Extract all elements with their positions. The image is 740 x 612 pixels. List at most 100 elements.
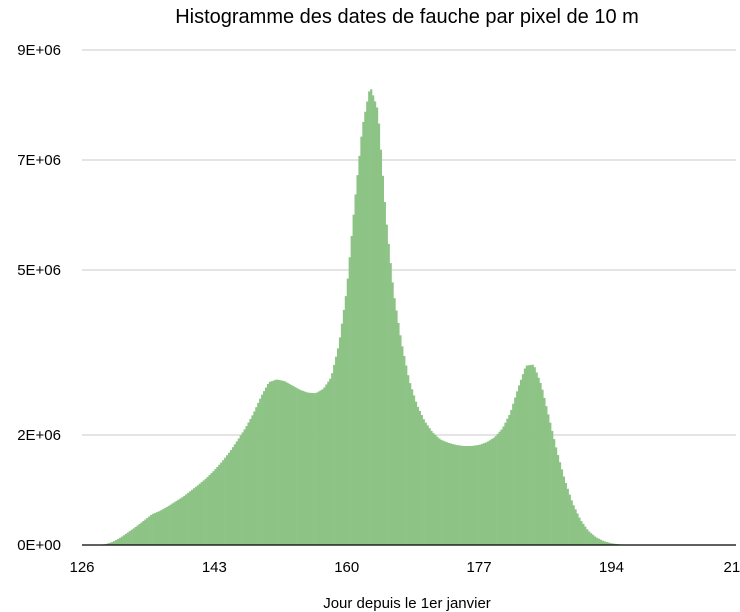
histogram-bar bbox=[331, 373, 334, 546]
histogram-bar bbox=[502, 426, 505, 545]
histogram-bar bbox=[264, 387, 268, 545]
histogram-bar bbox=[356, 175, 359, 546]
histogram-bar bbox=[300, 390, 303, 545]
histogram-bar bbox=[428, 428, 431, 546]
histogram-bar bbox=[132, 528, 135, 545]
histogram-bar bbox=[490, 439, 493, 545]
histogram-bar bbox=[115, 540, 118, 545]
histogram-bar bbox=[510, 409, 513, 545]
histogram-bar bbox=[354, 194, 357, 546]
histogram-bar bbox=[309, 392, 312, 545]
histogram-bar bbox=[445, 442, 449, 545]
histogram-bar bbox=[150, 514, 153, 545]
histogram-bar bbox=[270, 381, 274, 545]
histogram-bar bbox=[566, 488, 569, 545]
histogram-bar bbox=[210, 473, 213, 545]
histogram-bar bbox=[118, 537, 122, 545]
histogram-bar bbox=[484, 442, 488, 545]
histogram-bar bbox=[255, 407, 258, 545]
histogram-bar bbox=[175, 500, 178, 545]
histogram-bar bbox=[298, 389, 301, 545]
histogram-bar bbox=[144, 519, 147, 545]
histogram-bar bbox=[181, 497, 184, 545]
histogram-bar bbox=[424, 422, 427, 546]
histogram-bar bbox=[111, 542, 114, 545]
x-tick-label: 143 bbox=[202, 559, 227, 576]
histogram-bar bbox=[588, 531, 591, 545]
histogram-bar bbox=[553, 439, 556, 546]
histogram-bar bbox=[333, 364, 336, 546]
histogram-bar bbox=[348, 257, 351, 545]
histogram-bar bbox=[527, 365, 530, 545]
histogram-bar bbox=[467, 446, 470, 545]
histogram-bar bbox=[444, 441, 447, 545]
histogram-bar bbox=[403, 355, 406, 545]
histogram-bar bbox=[340, 323, 344, 546]
histogram-bar bbox=[317, 391, 320, 545]
histogram-bar bbox=[173, 502, 176, 545]
histogram-bar bbox=[613, 543, 616, 545]
histogram-bar bbox=[167, 505, 170, 545]
histogram-bar bbox=[286, 382, 289, 545]
histogram-bar bbox=[568, 494, 571, 545]
histogram-bar bbox=[282, 380, 285, 545]
histogram-bar bbox=[253, 411, 256, 545]
histogram-bar bbox=[122, 535, 126, 545]
histogram-bar bbox=[562, 476, 566, 545]
histogram-bar bbox=[204, 478, 207, 545]
histogram-bar bbox=[434, 434, 437, 545]
histogram-bar bbox=[290, 384, 293, 545]
histogram-bar bbox=[500, 429, 503, 545]
histogram-bar bbox=[163, 508, 166, 545]
histogram-bar bbox=[335, 356, 338, 546]
histogram-bar bbox=[319, 390, 322, 545]
histogram-bar bbox=[202, 480, 205, 546]
histogram-bar bbox=[165, 507, 168, 545]
histogram-bar bbox=[362, 121, 365, 545]
y-tick-labels: 0E+00 2E+06 5E+06 7E+06 9E+06 bbox=[17, 42, 61, 554]
histogram-bar bbox=[576, 513, 579, 545]
histogram-bar bbox=[368, 91, 371, 545]
histogram-bar bbox=[533, 367, 536, 545]
y-tick-label: 0E+00 bbox=[17, 537, 61, 554]
histogram-bar bbox=[352, 214, 355, 545]
histogram-bar bbox=[222, 460, 225, 545]
histogram-bar bbox=[296, 388, 299, 545]
y-tick-label: 9E+06 bbox=[17, 42, 61, 59]
histogram-bar bbox=[372, 95, 375, 546]
histogram-bar bbox=[475, 445, 478, 545]
histogram-bar bbox=[395, 310, 398, 545]
histogram-bar bbox=[216, 466, 219, 545]
histogram-bar bbox=[438, 438, 441, 545]
histogram-bar bbox=[377, 123, 381, 545]
histogram-bar bbox=[523, 368, 527, 545]
histogram-bar bbox=[220, 462, 223, 545]
histogram-bar bbox=[547, 414, 550, 546]
histogram-bar bbox=[303, 391, 307, 545]
histogram-bar bbox=[453, 444, 457, 546]
histogram-bar bbox=[463, 446, 466, 545]
histogram-bar bbox=[412, 395, 416, 545]
histogram-bar bbox=[531, 364, 534, 545]
histogram-bar bbox=[525, 365, 529, 545]
histogram-bar bbox=[389, 263, 392, 546]
histogram-bar bbox=[311, 392, 314, 545]
histogram-bar bbox=[155, 512, 159, 545]
histogram-bar bbox=[496, 433, 499, 545]
histogram-bar bbox=[229, 450, 233, 545]
histogram-bar bbox=[226, 455, 229, 545]
histogram-bar bbox=[360, 136, 363, 546]
bars bbox=[97, 89, 636, 546]
histogram-bar bbox=[570, 500, 573, 545]
x-tick-label: 210 bbox=[723, 559, 740, 576]
histogram-bar bbox=[261, 394, 264, 545]
histogram-bar bbox=[401, 346, 404, 545]
histogram-bar bbox=[338, 337, 342, 546]
histogram-bar bbox=[582, 523, 585, 545]
histogram-bar bbox=[481, 443, 484, 545]
histogram-bar bbox=[611, 543, 614, 545]
histogram-bar bbox=[241, 432, 244, 545]
histogram-bar bbox=[113, 541, 116, 545]
histogram-bar bbox=[607, 542, 610, 545]
histogram-bar bbox=[560, 469, 564, 546]
